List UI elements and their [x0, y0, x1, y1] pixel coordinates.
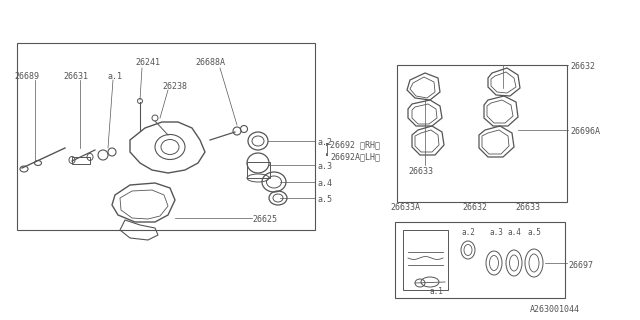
Text: a.5: a.5: [317, 195, 332, 204]
Text: a.4: a.4: [317, 179, 332, 188]
Text: a.3: a.3: [489, 228, 503, 237]
Text: a.3: a.3: [317, 162, 332, 171]
Text: a.1: a.1: [108, 72, 123, 81]
Text: a.4: a.4: [508, 228, 522, 237]
Text: a.5: a.5: [527, 228, 541, 237]
Text: A263001044: A263001044: [530, 305, 580, 314]
Text: 26689: 26689: [14, 72, 39, 81]
Text: 26241: 26241: [135, 58, 160, 67]
Text: a.2: a.2: [462, 228, 476, 237]
Text: 26632: 26632: [570, 62, 595, 71]
Text: 26625: 26625: [252, 215, 277, 224]
Text: 26692A〈LH〉: 26692A〈LH〉: [330, 152, 380, 161]
Text: a.2: a.2: [317, 138, 332, 147]
Text: 26696A: 26696A: [570, 127, 600, 136]
Text: 26632: 26632: [462, 203, 487, 212]
Text: 26692 〈RH〉: 26692 〈RH〉: [330, 140, 380, 149]
Text: 26697: 26697: [568, 261, 593, 270]
Text: 26688A: 26688A: [195, 58, 225, 67]
Text: 26633: 26633: [408, 167, 433, 176]
Text: 26633: 26633: [515, 203, 540, 212]
Text: 26631: 26631: [63, 72, 88, 81]
Text: a.1: a.1: [430, 287, 444, 296]
Text: 26238: 26238: [162, 82, 187, 91]
Text: 26633A: 26633A: [390, 203, 420, 212]
